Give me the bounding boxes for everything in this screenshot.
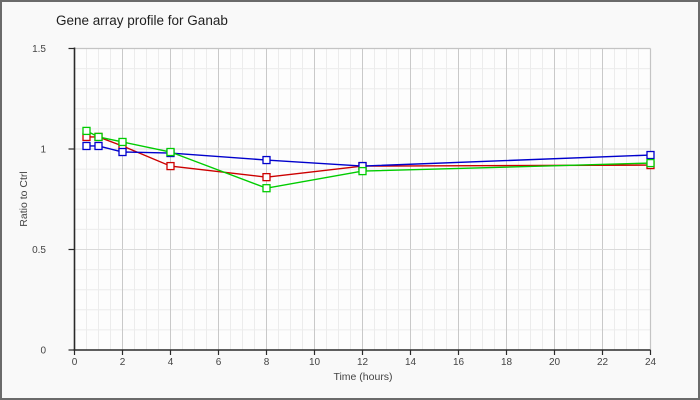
y-axis-label: Ratio to Ctrl [18, 171, 30, 227]
y-tick-label: 0 [40, 346, 46, 357]
marker-series-green [118, 137, 127, 147]
marker-series-green [166, 147, 175, 157]
x-tick-label: 8 [264, 357, 270, 368]
x-tick-label: 2 [120, 357, 126, 368]
marker-series-green [94, 132, 103, 142]
marker-series-green [646, 158, 655, 168]
x-tick-label: 22 [597, 357, 609, 368]
x-tick-label: 16 [453, 357, 465, 368]
x-axis-label: Time (hours) [333, 371, 393, 383]
x-tick-label: 6 [216, 357, 222, 368]
marker-series-blue [646, 150, 655, 160]
y-tick-label: 0.5 [32, 245, 46, 256]
y-tick-label: 1.5 [32, 44, 46, 55]
x-tick-label: 12 [357, 357, 369, 368]
marker-series-green [358, 166, 367, 176]
marker-series-blue [118, 147, 127, 157]
x-tick-label: 18 [501, 357, 513, 368]
marker-series-green [82, 126, 91, 136]
x-tick-label: 10 [309, 357, 321, 368]
marker-series-green [262, 184, 271, 193]
marker-series-red [262, 172, 271, 182]
x-tick-label: 14 [405, 357, 417, 368]
marker-series-red [166, 161, 175, 171]
x-tick-label: 4 [168, 357, 174, 368]
x-tick-label: 0 [72, 357, 78, 368]
marker-series-blue [262, 155, 271, 165]
chart-title: Gene array profile for Ganab [56, 13, 228, 28]
x-tick-label: 20 [549, 357, 561, 368]
y-tick-label: 1 [40, 145, 46, 156]
x-tick-label: 24 [645, 357, 657, 368]
marker-series-blue [94, 141, 103, 151]
marker-series-blue [82, 141, 91, 151]
